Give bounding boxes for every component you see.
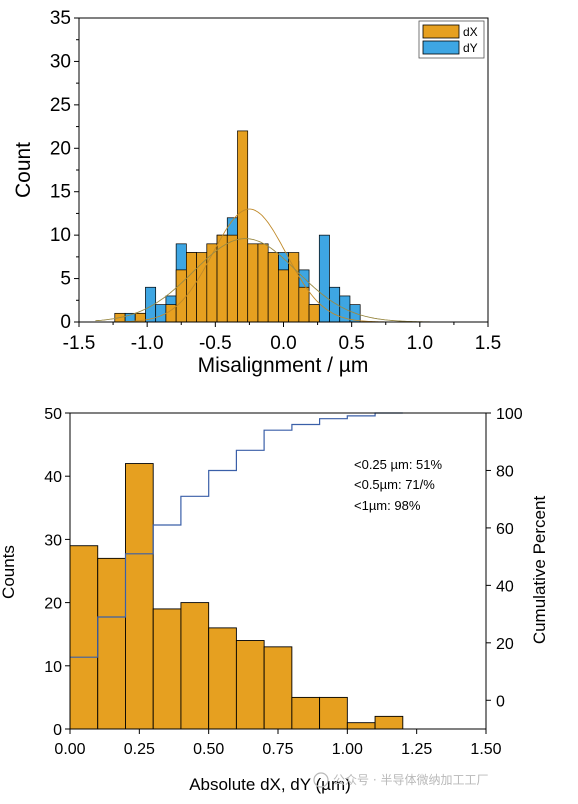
bottom-bar — [69, 545, 99, 730]
top-y-tick-label: 30 — [50, 51, 71, 72]
watermark: 公众号 · 半导体微纳加工工厂 — [313, 772, 488, 788]
fit-curve-dy — [95, 238, 450, 323]
top-legend: dX dY — [418, 20, 485, 59]
annotation-025: <0.25 µm: 51% — [354, 457, 443, 472]
top-x-tick-label: 0.5 — [338, 333, 364, 354]
bottom-bar — [291, 696, 321, 730]
top-y-ticks: 0 5 10 15 20 25 30 35 — [50, 8, 79, 333]
legend-label-dx: dX — [463, 25, 478, 39]
top-bar-dx — [278, 269, 289, 323]
top-y-tick-label: 0 — [60, 312, 71, 333]
bottom-bar — [263, 646, 293, 730]
legend-label-dy: dY — [463, 41, 478, 55]
watermark-text: 公众号 · 半导体微纳加工工厂 — [333, 773, 488, 787]
top-bar-dy — [329, 286, 341, 323]
top-x-axis-label: Misalignment / µm — [198, 354, 369, 377]
top-bar-dx — [298, 286, 310, 323]
top-bar-dx — [237, 130, 249, 323]
top-bar-dx — [288, 252, 300, 323]
top-y-tick-label: 20 — [50, 138, 71, 159]
bottom-bar — [152, 608, 182, 730]
bottom-x-ticks: 0.00 0.25 0.50 0.75 1.00 1.25 1.50 — [54, 729, 502, 758]
top-bar-dx — [175, 269, 187, 323]
annotation-05: <0.5µm: 71/% — [354, 477, 435, 492]
top-bar-dx — [257, 243, 269, 323]
bottom-x-tick-label: 1.00 — [332, 741, 363, 758]
top-x-tick-label: 1.5 — [475, 333, 501, 354]
top-x-tick-label: -1.0 — [131, 333, 164, 354]
top-x-ticks: -1.5 -1.0 -0.5 0.0 0.5 1.0 1.5 — [63, 322, 501, 354]
cumulative-percent-line — [70, 412, 403, 658]
bottom-x-axis-label: Absolute dX, dY (µm) — [189, 775, 351, 794]
bottom-x-tick-label: 0.75 — [262, 741, 293, 758]
annotation-1: <1µm: 98% — [354, 498, 421, 513]
bottom-bar — [208, 627, 237, 730]
bottom-left-y-ticks: 0 10 20 30 40 50 — [44, 406, 70, 739]
top-bar-dx — [226, 234, 238, 323]
bottom-bar — [125, 463, 154, 730]
bottom-bar — [97, 557, 126, 730]
top-y-tick-label: 15 — [50, 182, 71, 203]
top-bar-dy — [155, 304, 167, 323]
bottom-right-y-tick-label: 60 — [496, 521, 514, 538]
bottom-x-tick-label: 0.00 — [54, 741, 85, 758]
top-x-tick-label: 0.0 — [270, 333, 296, 354]
bottom-bar — [235, 640, 265, 730]
top-y-axis-label: Count — [12, 142, 35, 198]
top-bar-dy — [318, 234, 330, 323]
top-bar-dx — [308, 304, 320, 323]
bottom-right-y-tick-label: 40 — [496, 578, 514, 595]
legend-swatch-dy — [422, 40, 460, 55]
bottom-y-axis-label: Counts — [0, 545, 18, 599]
bottom-bar — [319, 696, 348, 730]
bottom-x-tick-label: 1.50 — [470, 741, 501, 758]
bottom-x-tick-label: 0.25 — [124, 741, 155, 758]
top-bar-dx — [186, 252, 197, 323]
top-y-tick-label: 10 — [50, 225, 71, 246]
misalignment-histogram: -1.5 -1.0 -0.5 0.0 0.5 1.0 1.5 05101520253035 … — [12, 8, 501, 377]
bottom-y-tick-label: 10 — [44, 659, 62, 676]
bottom-right-y-axis-label: Cumulative Percent — [530, 496, 549, 645]
bottom-right-y-tick-label: 0 — [496, 693, 505, 710]
bottom-bar — [180, 602, 210, 730]
bottom-x-tick-label: 0.50 — [193, 741, 224, 758]
top-x-tick-label: -1.5 — [63, 333, 96, 354]
bottom-right-y-tick-label: 80 — [496, 463, 514, 480]
top-y-tick-label: 5 — [60, 269, 71, 290]
top-bar-dx — [216, 234, 228, 323]
bottom-y-tick-label: 20 — [44, 596, 62, 613]
top-bars — [114, 130, 361, 323]
bottom-bar — [346, 722, 376, 730]
bottom-y-tick-label: 50 — [44, 406, 62, 423]
bottom-right-y-tick-label: 20 — [496, 636, 514, 653]
bottom-bars — [69, 463, 404, 730]
top-x-tick-label: 1.0 — [407, 333, 433, 354]
bottom-y-tick-label: 40 — [44, 469, 62, 486]
bottom-right-y-tick-label: 100 — [496, 406, 523, 423]
bottom-x-tick-label: 1.25 — [401, 741, 432, 758]
top-bar-dx — [267, 252, 279, 323]
top-x-tick-label: -0.5 — [199, 333, 232, 354]
top-bar-dx — [247, 243, 259, 323]
legend-swatch-dx — [422, 24, 460, 39]
top-y-tick-label: 35 — [50, 8, 71, 29]
bottom-bar — [374, 715, 404, 730]
wechat-icon — [313, 772, 329, 788]
bottom-y-tick-label: 0 — [53, 722, 62, 739]
absolute-misalignment-histogram: 0.00 0.25 0.50 0.75 1.00 1.25 1.50 0 10 20 30 40 50… — [0, 406, 549, 794]
bottom-y-tick-label: 30 — [44, 532, 62, 549]
bottom-right-y-ticks: 0 20 40 60 80 100 — [486, 406, 523, 710]
top-y-tick-label: 25 — [50, 95, 71, 116]
